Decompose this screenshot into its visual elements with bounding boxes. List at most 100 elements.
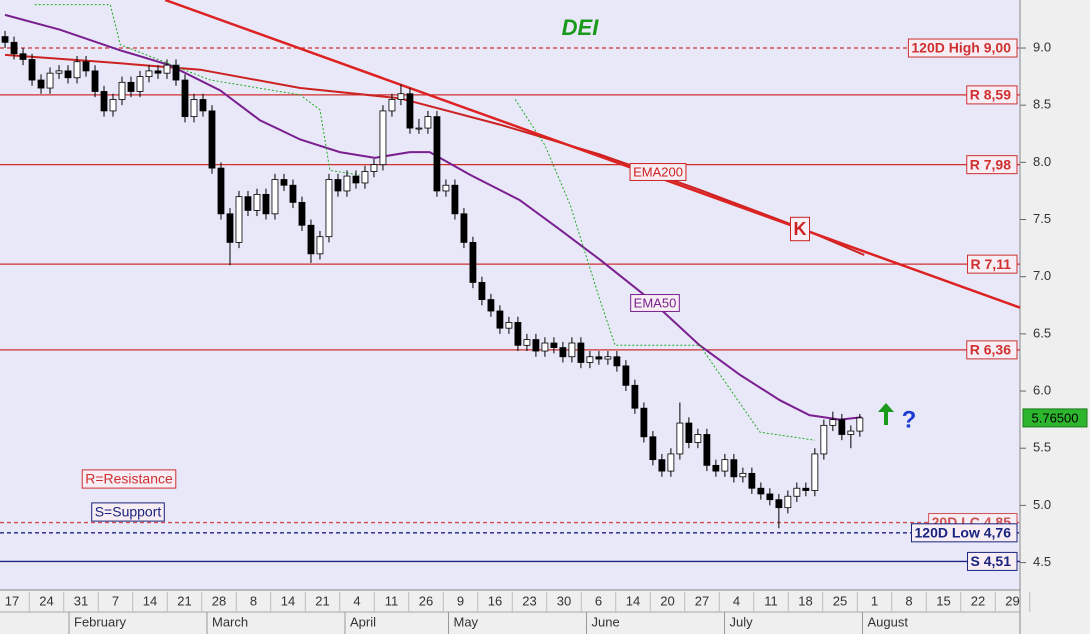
x-tick-label: 31 [74,593,88,608]
x-tick-label: 4 [353,593,360,608]
level-label: S 4,51 [971,553,1012,569]
x-tick-label: 8 [905,593,912,608]
candle-body [451,184,459,215]
candle-body [757,487,765,495]
candle-body [730,459,738,478]
x-tick-label: 18 [798,593,812,608]
candle-body [37,79,45,89]
annotation-box [91,502,165,522]
candle-body [802,487,810,491]
month-label: February [74,614,127,629]
candle-body [307,224,315,255]
indicator-line [4,53,865,256]
candle-body [100,91,108,112]
candle-body [190,99,198,118]
level-label-box [966,155,1018,175]
candle-body [469,242,477,283]
annotation-box [790,216,810,242]
x-tick-label: 1 [871,593,878,608]
y-tick-label: 5.0 [1033,497,1051,512]
candle-body [199,99,207,112]
candle-body [271,179,279,215]
candle-body [343,175,351,192]
candle-body [622,365,630,386]
annotation: EMA200 [633,164,683,179]
level-label: 120D High 9,00 [911,40,1011,56]
candle-body [298,201,306,226]
level-label-box [966,340,1018,360]
candle-body [766,493,774,501]
x-tick-label: 29 [1005,593,1019,608]
level-label-box [967,254,1018,274]
candle-body [46,72,54,89]
x-tick-label: 28 [212,593,226,608]
x-tick-label: 14 [626,593,640,608]
candle-body [55,70,63,74]
x-tick-label: 21 [315,593,329,608]
candle-body [253,193,261,211]
x-tick-label: 15 [936,593,950,608]
candle-body [28,59,36,81]
candle-body [478,282,486,300]
candle-body [829,419,837,426]
month-label: March [212,614,248,629]
candle-body [658,459,666,472]
candle-body [613,356,621,367]
candle-body [109,99,117,112]
candle-body [586,356,594,363]
candle-body [541,342,549,352]
candle-body [217,167,225,215]
annotation: K [794,219,807,239]
month-label: August [868,614,909,629]
x-tick-label: 21 [177,593,191,608]
candle-body [514,322,522,346]
annotation-box [629,163,687,181]
annotation: R=Resistance [85,471,173,487]
candle-body [235,196,243,243]
candle-body [325,179,333,238]
x-tick-label: 24 [39,593,53,608]
level-label-box [911,523,1018,543]
candle-body [280,179,288,186]
x-tick-label: 9 [457,593,464,608]
candle-body [442,184,450,192]
y-tick-label: 7.5 [1033,211,1051,226]
candle-body [784,495,792,509]
annotation: EMA50 [634,295,677,310]
month-label: June [592,614,620,629]
level-label-box [907,38,1018,58]
candle-body [19,53,27,60]
month-label: May [454,614,479,629]
candle-body [163,64,171,74]
annotation: S=Support [95,504,162,520]
candle-body [118,81,126,100]
candle-body [577,342,585,363]
x-tick-label: 25 [833,593,847,608]
candle-body [433,116,441,192]
candle-body [406,93,414,129]
candle-body [226,213,234,243]
candle-body [649,436,657,461]
candle-body [289,184,297,203]
level-label: R 8,59 [970,87,1011,103]
candle-body [640,407,648,438]
indicator-line [34,4,815,441]
candle-body [838,419,846,435]
candle-body [847,430,855,435]
x-tick-label: 6 [595,593,602,608]
candle-body [10,41,18,55]
x-tick-label: 11 [385,593,399,608]
candle-body [370,164,378,172]
candle-body [244,196,252,211]
candle-body [361,171,369,184]
x-tick-label: 7 [112,593,119,608]
y-tick-label: 8.5 [1033,97,1051,112]
candle-body [532,339,540,352]
candle-body [748,472,756,489]
y-axis-strip [1020,0,1090,634]
y-tick-label: 8.0 [1033,154,1051,169]
candle-body [208,110,216,169]
y-tick-label: 7.0 [1033,268,1051,283]
candle-body [568,342,576,358]
candle-body [91,70,99,92]
